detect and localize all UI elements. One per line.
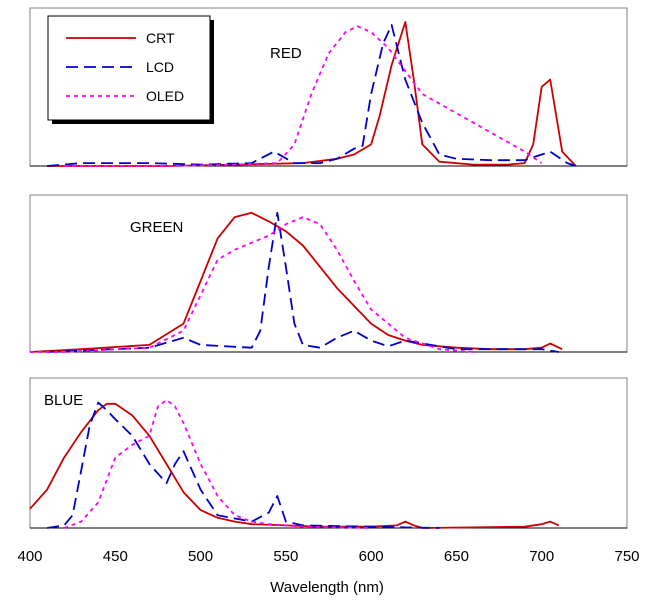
legend-box — [47, 15, 211, 121]
x-tick-label: 700 — [529, 548, 554, 565]
legend-label-lcd: LCD — [146, 59, 174, 75]
x-axis-label: Wavelength (nm) — [270, 579, 384, 596]
series-line-crt — [47, 21, 577, 167]
x-tick-label: 650 — [444, 548, 469, 565]
panel-label: RED — [270, 45, 302, 62]
series-line-oled — [63, 399, 372, 529]
panel-label: GREEN — [130, 219, 183, 236]
panel-blue: BLUE — [29, 377, 628, 529]
series-line-lcd — [46, 401, 440, 529]
x-tick-label: 550 — [273, 548, 298, 565]
panel-frame — [29, 194, 628, 353]
series-line-oled — [64, 25, 543, 167]
panel-frame — [29, 377, 628, 529]
legend-label-crt: CRT — [146, 30, 175, 46]
x-tick-label: 450 — [103, 548, 128, 565]
x-tick-label: 600 — [359, 548, 384, 565]
series-line-lcd — [47, 23, 577, 167]
panel-label: BLUE — [44, 392, 83, 409]
legend-label-oled: OLED — [146, 88, 184, 104]
x-tick-label: 500 — [188, 548, 213, 565]
series-line-oled — [30, 216, 474, 353]
x-tick-label: 750 — [614, 548, 639, 565]
series-line-lcd — [47, 211, 559, 353]
panel-green: GREEN — [29, 194, 628, 353]
x-tick-label: 400 — [17, 548, 42, 565]
